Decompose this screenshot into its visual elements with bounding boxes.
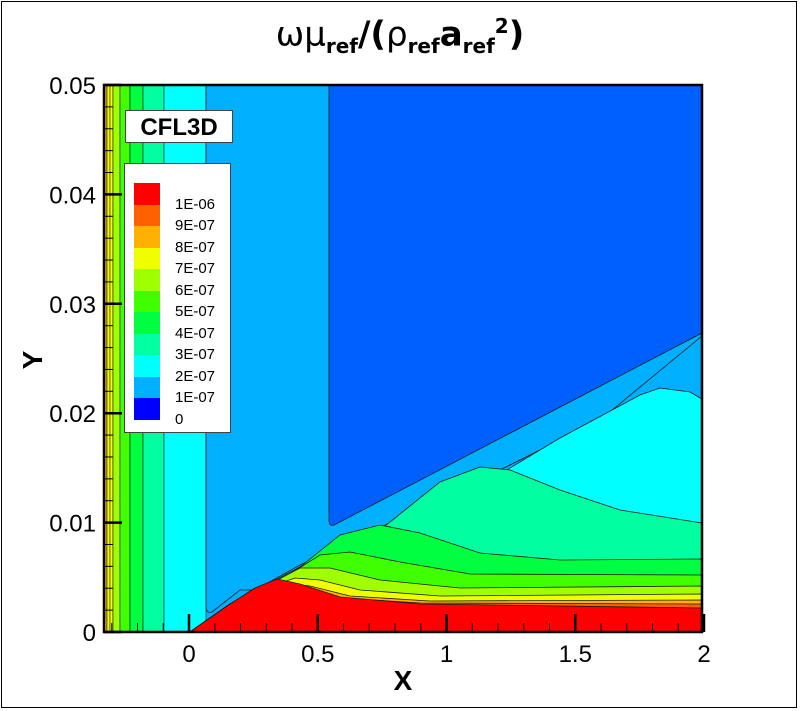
legend-label: 6E-07	[175, 281, 216, 299]
y-tick-label: 0.05	[49, 73, 96, 100]
legend-swatch	[134, 183, 160, 205]
y-tick-label: 0.01	[49, 511, 96, 538]
y-tick-label: 0.03	[49, 292, 96, 319]
legend-label: 1E-06	[175, 195, 216, 213]
x-tick-label: 1	[440, 641, 453, 668]
y-tick-label: 0.04	[49, 182, 96, 209]
title-sub-ref: ref	[407, 34, 440, 59]
y-axis-title: Y	[17, 350, 48, 369]
legend-swatch	[134, 312, 160, 334]
x-tick-label: 0	[182, 641, 195, 668]
title-mu: μ	[304, 14, 326, 55]
x-tick-label: 2	[697, 641, 710, 668]
x-axis-title: X	[394, 665, 413, 696]
solver-label: CFL3D	[125, 110, 233, 143]
legend-swatch	[134, 355, 160, 377]
legend-swatch	[134, 269, 160, 291]
legend-swatch	[134, 247, 160, 269]
legend-swatch	[134, 333, 160, 355]
legend-label: 0	[175, 410, 184, 428]
legend-label: 7E-07	[175, 260, 216, 277]
y-tick-label: 0	[83, 620, 96, 647]
title-sup-2: 2	[494, 14, 509, 38]
title-close: )	[508, 14, 525, 55]
legend-swatch	[134, 290, 160, 312]
title-slash: /(	[358, 14, 386, 55]
legend-swatch	[134, 376, 160, 398]
title-sub-ref: ref	[325, 34, 358, 59]
title-omega: ω	[275, 14, 305, 55]
legend-swatch	[134, 204, 160, 226]
legend-label: 4E-07	[175, 324, 216, 342]
x-tick-label: 1.5	[559, 641, 592, 668]
legend-label: 3E-07	[175, 346, 216, 363]
legend-label: 8E-07	[175, 238, 216, 256]
legend-label: 1E-07	[175, 389, 216, 406]
title-sub-ref: ref	[462, 34, 495, 59]
chart-title: ωμref/(ρrefaref2)	[0, 14, 800, 58]
title-a: a	[439, 14, 463, 55]
contour-legend: 1E-06 9E-07 8E-07 7E-07 6E-07 5E-07 4E-07 3E-07…	[124, 163, 231, 433]
legend-label: 5E-07	[175, 303, 216, 320]
x-tick-label: 0.5	[301, 641, 334, 668]
plot-axes-frame	[102, 83, 704, 634]
y-tick-label: 0.02	[49, 401, 96, 428]
title-rho: ρ	[385, 14, 408, 55]
legend-swatch	[134, 226, 160, 248]
legend-swatch	[134, 398, 160, 420]
legend-label: 2E-07	[175, 367, 216, 385]
legend-label: 9E-07	[175, 217, 216, 234]
